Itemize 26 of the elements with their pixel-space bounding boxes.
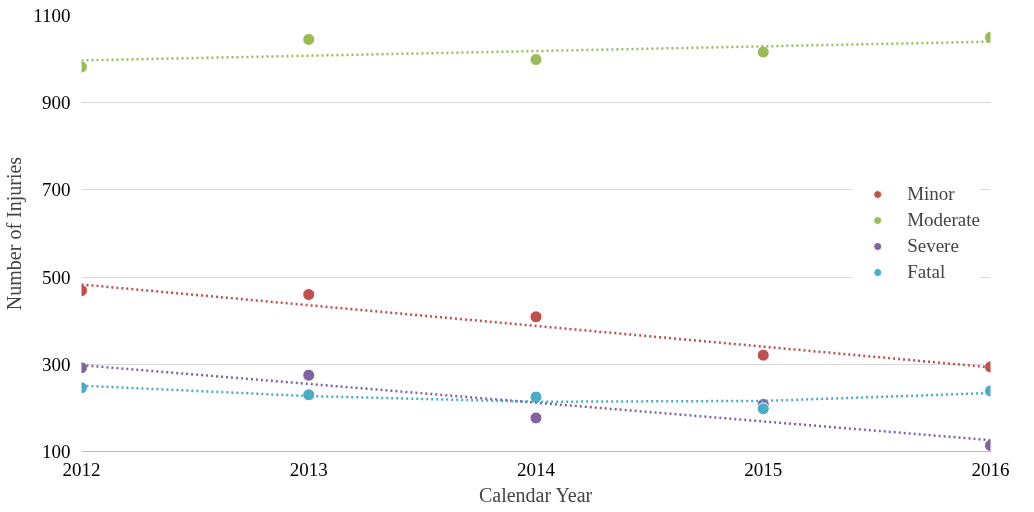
point	[302, 388, 316, 402]
y-tick-label: 1100	[33, 5, 71, 26]
x-tick-label: 2015	[744, 458, 783, 480]
point	[756, 348, 770, 362]
legend-label: Fatal	[907, 261, 946, 283]
point	[302, 368, 316, 382]
point	[529, 53, 543, 67]
y-tick-label: 900	[42, 92, 71, 114]
point	[529, 411, 543, 425]
legend-label: Severe	[907, 235, 959, 257]
y-axis-title: Number of Injuries	[3, 156, 27, 311]
point	[756, 45, 770, 59]
legend-label: Minor	[907, 183, 955, 205]
x-tick-label: 2014	[517, 458, 556, 480]
point	[302, 288, 316, 302]
y-tick-label: 500	[42, 266, 71, 288]
point	[756, 402, 770, 416]
x-tick-label: 2016	[971, 458, 1010, 480]
x-tick-label: 2013	[289, 458, 328, 480]
point	[529, 390, 543, 404]
point	[302, 32, 316, 46]
x-axis-title: Calendar Year	[478, 483, 593, 506]
y-tick-label: 700	[42, 179, 71, 201]
legend-label: Moderate	[907, 209, 980, 231]
point	[529, 310, 543, 324]
y-tick-label: 300	[42, 353, 71, 375]
